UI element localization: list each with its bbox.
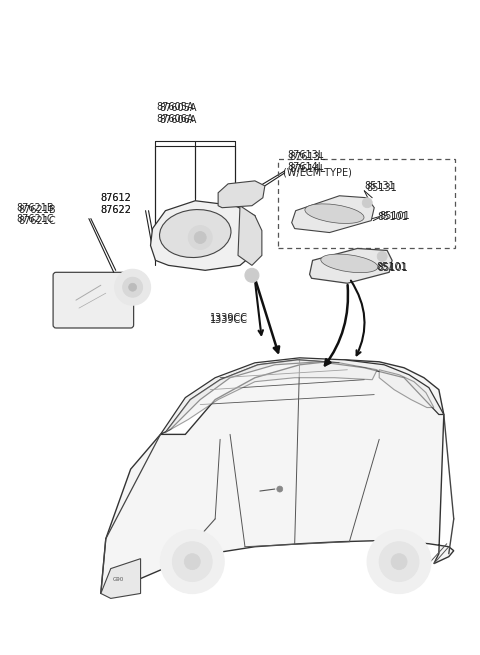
Circle shape [184, 553, 200, 570]
Polygon shape [379, 370, 434, 407]
Circle shape [245, 269, 259, 282]
Circle shape [115, 269, 151, 305]
Polygon shape [218, 181, 265, 208]
Ellipse shape [305, 204, 364, 223]
Circle shape [160, 530, 224, 593]
Polygon shape [151, 200, 258, 271]
Circle shape [172, 542, 212, 582]
Text: 87605A
87606A: 87605A 87606A [156, 102, 194, 124]
Text: 87612
87622: 87612 87622 [101, 193, 132, 215]
Polygon shape [238, 206, 262, 265]
Text: 87621B
87621C: 87621B 87621C [16, 203, 54, 225]
Text: 85131: 85131 [366, 183, 397, 193]
Circle shape [129, 283, 137, 291]
Text: 87605A
87606A: 87605A 87606A [160, 103, 197, 125]
Text: 85101: 85101 [377, 212, 408, 221]
Text: 87613L
87614L: 87613L 87614L [288, 150, 324, 172]
Polygon shape [101, 559, 141, 599]
Text: (W/ECM TYPE): (W/ECM TYPE) [283, 168, 352, 178]
Circle shape [391, 553, 407, 570]
Ellipse shape [159, 210, 231, 257]
Polygon shape [160, 358, 444, 434]
Text: 87613L
87614L: 87613L 87614L [290, 152, 326, 174]
Ellipse shape [321, 254, 378, 272]
Text: 1339CC: 1339CC [210, 313, 248, 323]
Circle shape [123, 277, 143, 297]
Polygon shape [166, 360, 377, 432]
Text: 85131: 85131 [364, 181, 395, 191]
Bar [278, 159, 455, 248]
Text: 85101: 85101 [379, 211, 410, 221]
Circle shape [377, 252, 387, 261]
Circle shape [367, 530, 431, 593]
Circle shape [277, 486, 283, 492]
Text: G90: G90 [113, 576, 124, 582]
Circle shape [362, 198, 372, 208]
Circle shape [194, 232, 206, 244]
Text: 1339CC: 1339CC [210, 315, 248, 325]
Circle shape [379, 542, 419, 582]
Circle shape [188, 225, 212, 250]
Text: 85101: 85101 [376, 263, 407, 272]
Text: 85101: 85101 [377, 263, 408, 273]
FancyBboxPatch shape [53, 272, 133, 328]
Text: 87612
87622: 87612 87622 [101, 193, 132, 215]
Polygon shape [292, 196, 374, 233]
Text: 87621B
87621C: 87621B 87621C [18, 205, 56, 227]
Polygon shape [310, 248, 392, 283]
Polygon shape [101, 360, 454, 593]
